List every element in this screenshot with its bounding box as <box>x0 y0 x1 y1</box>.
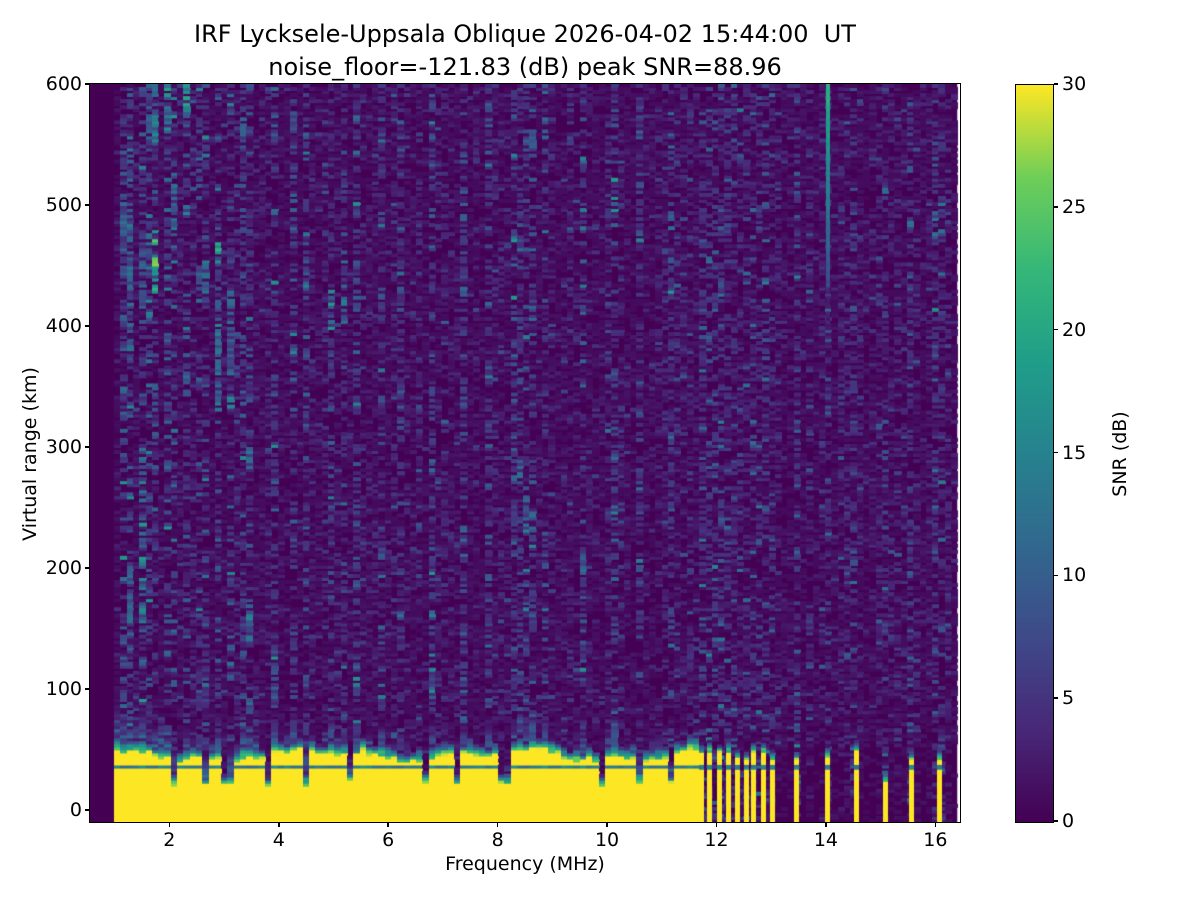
y-axis-label: Virtual range (km) <box>19 367 41 541</box>
y-tick-label: 200 <box>45 556 82 579</box>
y-tick-label: 500 <box>45 193 82 216</box>
colorbar-tick-label: 10 <box>1062 564 1087 587</box>
y-tick-label: 600 <box>45 73 82 95</box>
y-tick-mark <box>85 688 89 690</box>
x-tick-mark <box>278 823 280 827</box>
x-tick-mark <box>715 823 718 827</box>
y-tick-label: 0 <box>69 798 82 821</box>
colorbar-tick-mark <box>1054 451 1058 454</box>
colorbar-tick-label: 0 <box>1062 810 1075 832</box>
x-tick-label: 14 <box>813 829 839 851</box>
x-tick-mark <box>825 823 827 827</box>
y-tick-mark <box>85 325 89 327</box>
x-tick-label: 4 <box>272 829 285 851</box>
x-tick-mark <box>606 823 608 827</box>
y-tick-label: 300 <box>45 435 82 458</box>
heatmap-canvas <box>90 84 960 822</box>
colorbar-tick-mark <box>1054 328 1058 331</box>
colorbar-tick-mark <box>1054 206 1058 208</box>
colorbar-label: SNR (dB) <box>1109 411 1131 497</box>
x-tick-mark <box>387 823 389 827</box>
x-tick-label: 2 <box>163 829 176 851</box>
colorbar-tick-label: 25 <box>1062 195 1087 218</box>
x-tick-label: 6 <box>382 829 395 851</box>
colorbar-tick-label: 30 <box>1062 73 1087 95</box>
x-axis-label: Frequency (MHz) <box>445 853 605 875</box>
y-tick-mark <box>85 446 89 448</box>
colorbar-tick-label: 5 <box>1062 687 1075 710</box>
y-tick-label: 100 <box>45 677 82 700</box>
figure-title: IRF Lycksele-Uppsala Oblique 2026-04-02 … <box>194 20 856 48</box>
y-tick-mark <box>85 83 89 85</box>
x-tick-label: 8 <box>491 829 504 851</box>
colorbar-tick-label: 15 <box>1062 441 1087 464</box>
y-tick-label: 400 <box>45 314 82 337</box>
colorbar-tick-mark <box>1054 574 1058 577</box>
x-tick-label: 10 <box>594 829 620 851</box>
colorbar-tick-mark <box>1054 820 1058 822</box>
y-tick-mark <box>85 809 89 811</box>
figure-subtitle: noise_floor=-121.83 (dB) peak SNR=88.96 <box>268 53 782 81</box>
y-tick-mark <box>85 204 89 206</box>
y-tick-mark <box>85 567 89 569</box>
x-tick-mark <box>168 823 171 827</box>
x-tick-mark <box>496 823 499 827</box>
colorbar-tick-mark <box>1054 83 1058 85</box>
x-tick-label: 16 <box>923 829 948 851</box>
x-tick-label: 12 <box>704 829 729 851</box>
colorbar-tick-label: 20 <box>1062 318 1087 341</box>
colorbar-canvas <box>1016 85 1053 822</box>
colorbar-tick-mark <box>1054 697 1058 699</box>
x-tick-mark <box>934 823 937 827</box>
